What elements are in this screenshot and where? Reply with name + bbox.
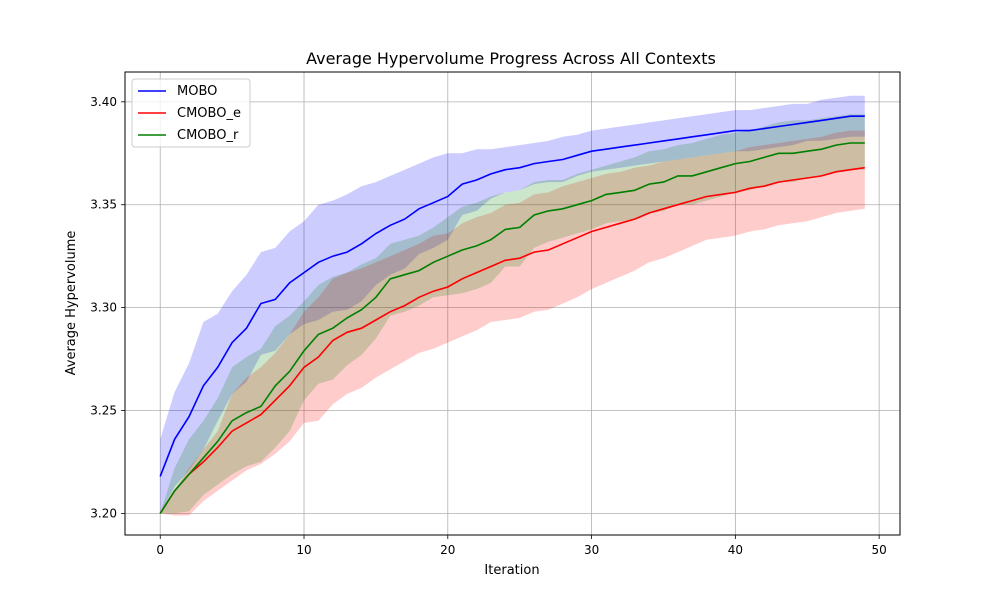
cmobo-e-line bbox=[159, 166, 865, 514]
mobo-legend-label: MOBO bbox=[177, 84, 217, 99]
chart-title: Average Hypervolume Progress Across All … bbox=[306, 49, 716, 68]
grid bbox=[125, 72, 900, 535]
x-axis-label: Iteration bbox=[484, 563, 539, 578]
plot-frame bbox=[124, 71, 901, 536]
x-tick-label: 20 bbox=[440, 543, 455, 557]
series-lines bbox=[159, 115, 865, 514]
y-tick-label: 3.35 bbox=[90, 198, 117, 212]
y-tick-label: 3.20 bbox=[90, 506, 117, 520]
x-tick-label: 50 bbox=[872, 543, 887, 557]
cmobo-r-line bbox=[159, 142, 865, 514]
y-tick-label: 3.25 bbox=[90, 404, 117, 418]
cmobo-e-band bbox=[160, 130, 865, 516]
cmobo-r-legend-label: CMOBO_r bbox=[177, 128, 239, 143]
x-tick-label: 0 bbox=[156, 543, 164, 557]
legend-box bbox=[131, 78, 251, 148]
y-tick-label: 3.40 bbox=[90, 95, 117, 109]
y-tick-label: 3.30 bbox=[90, 301, 117, 315]
legend: MOBO CMOBO_e CMOBO_r bbox=[131, 78, 251, 148]
cmobo-r-band bbox=[160, 114, 865, 514]
mobo-band bbox=[160, 95, 865, 514]
axis-ticks: 0 10 20 30 40 50 3.20 3.25 3.30 3.35 3.40 bbox=[90, 95, 887, 557]
x-tick-label: 10 bbox=[296, 543, 311, 557]
y-axis-label: Average Hypervolume bbox=[64, 231, 79, 376]
mobo-line bbox=[159, 115, 865, 477]
confidence-bands bbox=[160, 95, 865, 516]
x-tick-label: 30 bbox=[584, 543, 599, 557]
cmobo-e-legend-label: CMOBO_e bbox=[177, 106, 241, 121]
x-tick-label: 40 bbox=[728, 543, 743, 557]
